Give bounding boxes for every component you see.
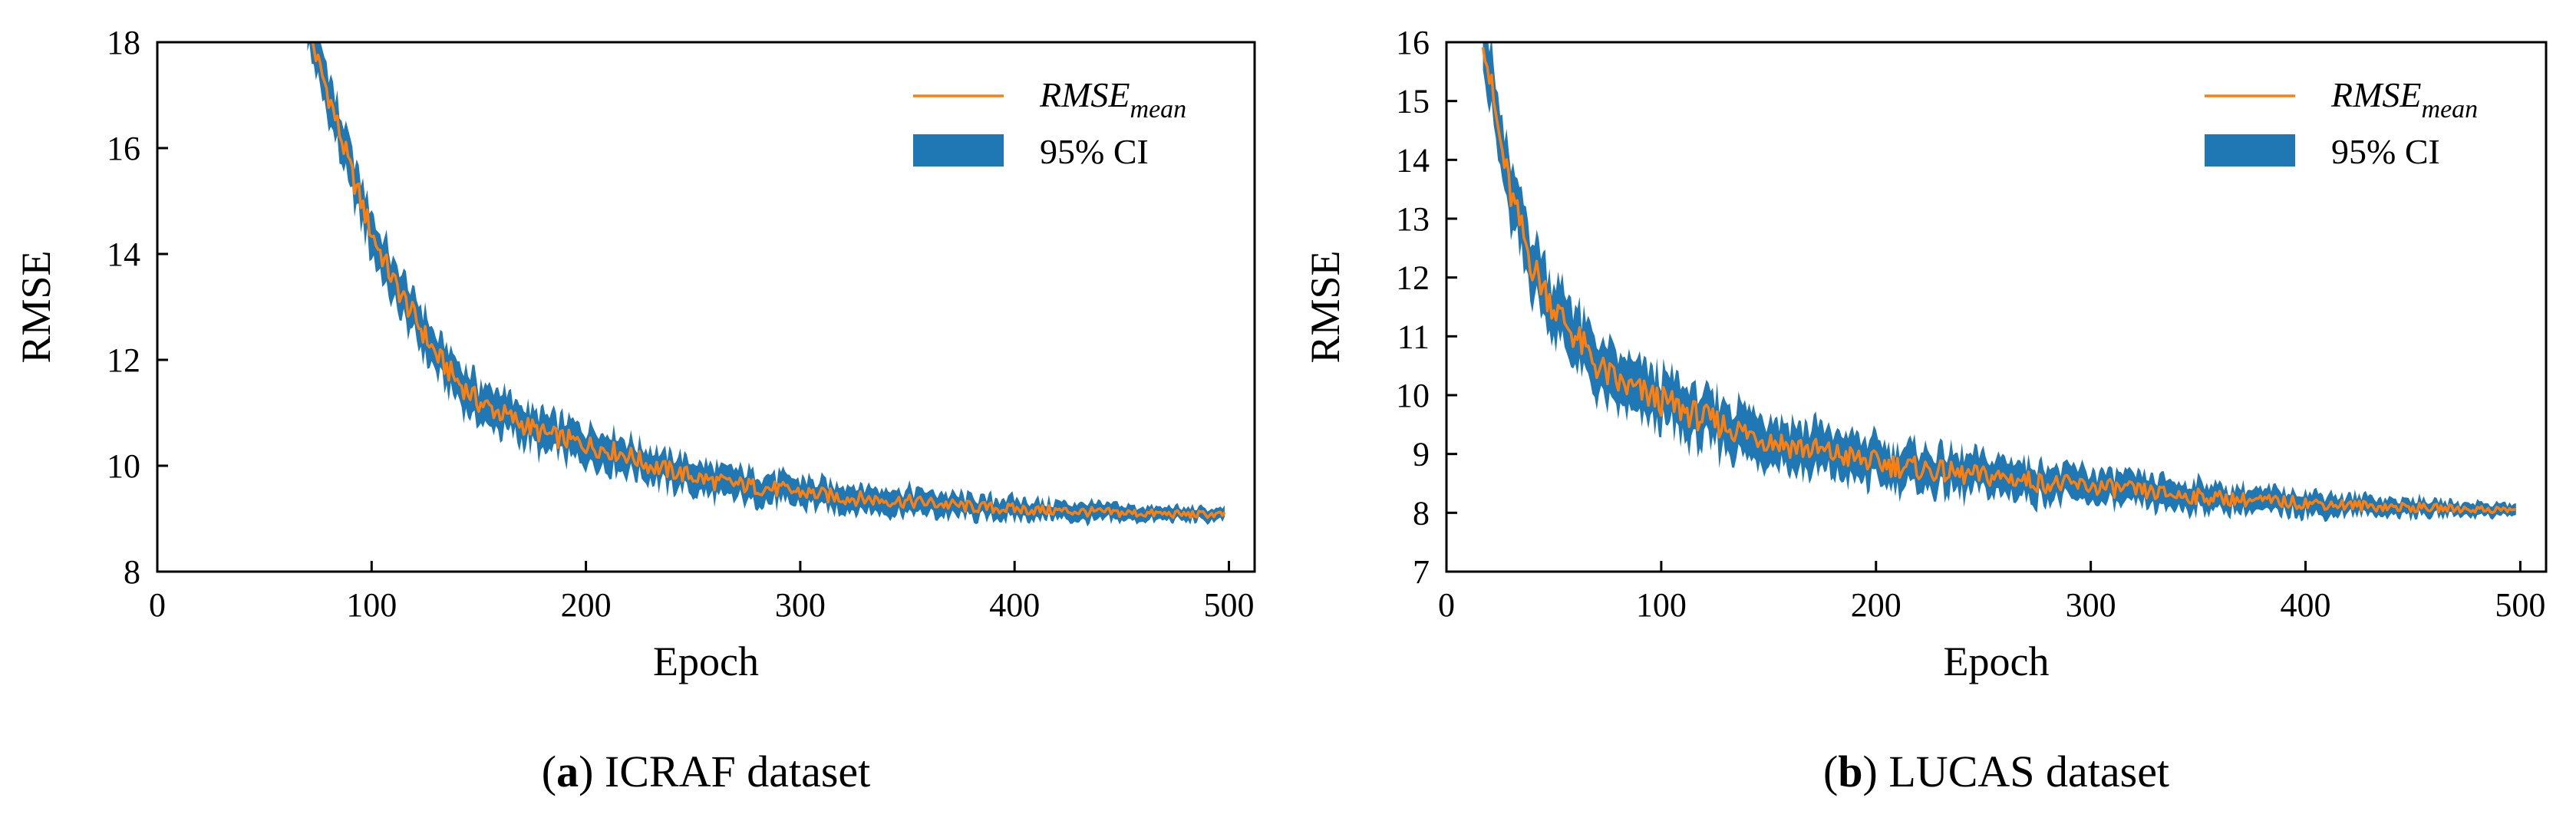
panel-a-x-axis-title: Epoch xyxy=(653,638,759,684)
panel-a-y-tick-label: 14 xyxy=(107,236,140,273)
panel-a-x-tick-label: 100 xyxy=(346,586,397,624)
panel-b-x-tick-label: 0 xyxy=(1438,586,1455,624)
panel-b-y-tick-label: 9 xyxy=(1413,436,1430,473)
panel-a-x-tick-label: 500 xyxy=(1203,586,1254,624)
panel-a-y-tick-label: 10 xyxy=(107,447,140,485)
panel-b-legend-band-label: 95% CI xyxy=(2331,132,2440,171)
panel-a-chart: 0 100 200 300 400 500 8 10 12 14 16 18 RMSEmean 95%… xyxy=(13,24,1256,796)
panel-a-legend-line-label: RMSEmean xyxy=(1039,75,1186,124)
panel-b-legend-band-swatch xyxy=(2205,134,2295,167)
panel-b-y-tick-label: 7 xyxy=(1413,553,1430,591)
panel-a-y-tick-label: 12 xyxy=(107,341,140,379)
panel-b-y-tick-label: 14 xyxy=(1396,141,1430,179)
panel-b-y-tick-label: 13 xyxy=(1396,200,1430,238)
panel-b-y-tick-label: 10 xyxy=(1396,377,1430,414)
panel-a-mean-line xyxy=(311,42,1226,519)
panel-b-y-tick-label: 8 xyxy=(1413,494,1430,532)
panel-b-legend-line-label: RMSEmean xyxy=(2330,75,2478,124)
panel-a-x-tick-label: 300 xyxy=(775,586,826,624)
panel-a-legend-band-swatch xyxy=(913,134,1004,167)
panel-a-legend: RMSEmean 95% CI xyxy=(913,75,1186,171)
panel-b-y-tick-label: 11 xyxy=(1397,318,1430,355)
panel-a-x-tick-label: 0 xyxy=(149,586,166,624)
panel-a-y-tick-label: 8 xyxy=(124,553,140,591)
panel-a-y-tick-label: 16 xyxy=(107,130,140,167)
panel-b-caption: (b) LUCAS dataset xyxy=(1823,747,2169,796)
panel-b-x-axis-title: Epoch xyxy=(1944,638,2050,684)
panel-b-mean-line xyxy=(1481,47,2516,515)
panel-b-legend: RMSEmean 95% CI xyxy=(2205,75,2478,171)
panel-a-caption: (a) ICRAF dataset xyxy=(542,747,871,796)
panel-a-x-tick-label: 400 xyxy=(989,586,1040,624)
panel-a-y-tick-label: 18 xyxy=(107,24,140,61)
panel-b-x-tick-label: 300 xyxy=(2066,586,2116,624)
panel-b-y-tick-label: 12 xyxy=(1396,259,1430,297)
panel-b-x-tick-label: 400 xyxy=(2281,586,2331,624)
panel-b-x-tick-label: 200 xyxy=(1851,586,1901,624)
panel-b-ci-band xyxy=(1483,42,2516,523)
panel-b-x-tick-label: 100 xyxy=(1636,586,1687,624)
panel-b-x-tick-label: 500 xyxy=(2495,586,2545,624)
panel-a-x-tick-label: 200 xyxy=(561,586,612,624)
panel-b-y-tick-label: 16 xyxy=(1396,24,1430,61)
panel-b-y-axis-title: RMSE xyxy=(1302,250,1348,363)
panel-b-axes-frame xyxy=(1445,41,2548,573)
panel-b-y-tick-label: 15 xyxy=(1396,83,1430,120)
panel-a-axes-frame xyxy=(156,41,1256,573)
panel-a-legend-band-label: 95% CI xyxy=(1040,132,1149,171)
panel-b-chart: 0 100 200 300 400 500 7 8 9 10 11 12 13 14 15 16 RMSEme… xyxy=(1302,24,2548,796)
panel-a-y-axis-title: RMSE xyxy=(13,250,59,363)
